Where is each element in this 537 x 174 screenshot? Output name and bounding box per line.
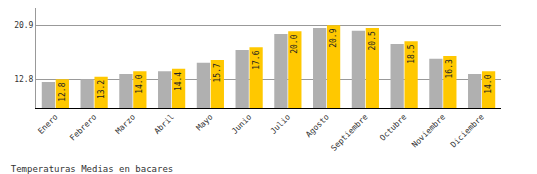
svg-text:14.0: 14.0 [135,74,144,93]
svg-text:Septiembre: Septiembre [329,112,370,153]
svg-text:12.8: 12.8 [14,75,33,84]
svg-text:18.5: 18.5 [407,44,416,63]
svg-text:20.9: 20.9 [14,21,33,30]
svg-text:20.0: 20.0 [290,34,299,53]
svg-text:Temperaturas Medias en bacares: Temperaturas Medias en bacares [11,164,174,174]
svg-text:Octubre: Octubre [378,112,408,142]
svg-text:Noviembre: Noviembre [410,112,447,149]
svg-text:15.7: 15.7 [213,63,222,82]
svg-text:12.8: 12.8 [58,82,67,101]
svg-text:Abril: Abril [152,112,176,136]
svg-text:14.0: 14.0 [484,74,493,93]
svg-text:14.4: 14.4 [174,72,183,91]
svg-text:13.2: 13.2 [97,80,106,99]
svg-text:Mayo: Mayo [195,112,215,132]
svg-text:Julio: Julio [269,112,293,136]
svg-text:Agosto: Agosto [304,112,331,139]
svg-text:Marzo: Marzo [114,112,138,136]
svg-text:Enero: Enero [36,112,60,136]
svg-text:16.3: 16.3 [445,59,454,78]
svg-text:20.9: 20.9 [329,28,338,47]
svg-text:Junio: Junio [230,112,254,136]
svg-text:Febrero: Febrero [68,112,98,142]
svg-text:17.6: 17.6 [252,50,261,69]
svg-text:20.5: 20.5 [368,31,377,50]
svg-text:Diciembre: Diciembre [449,112,486,149]
